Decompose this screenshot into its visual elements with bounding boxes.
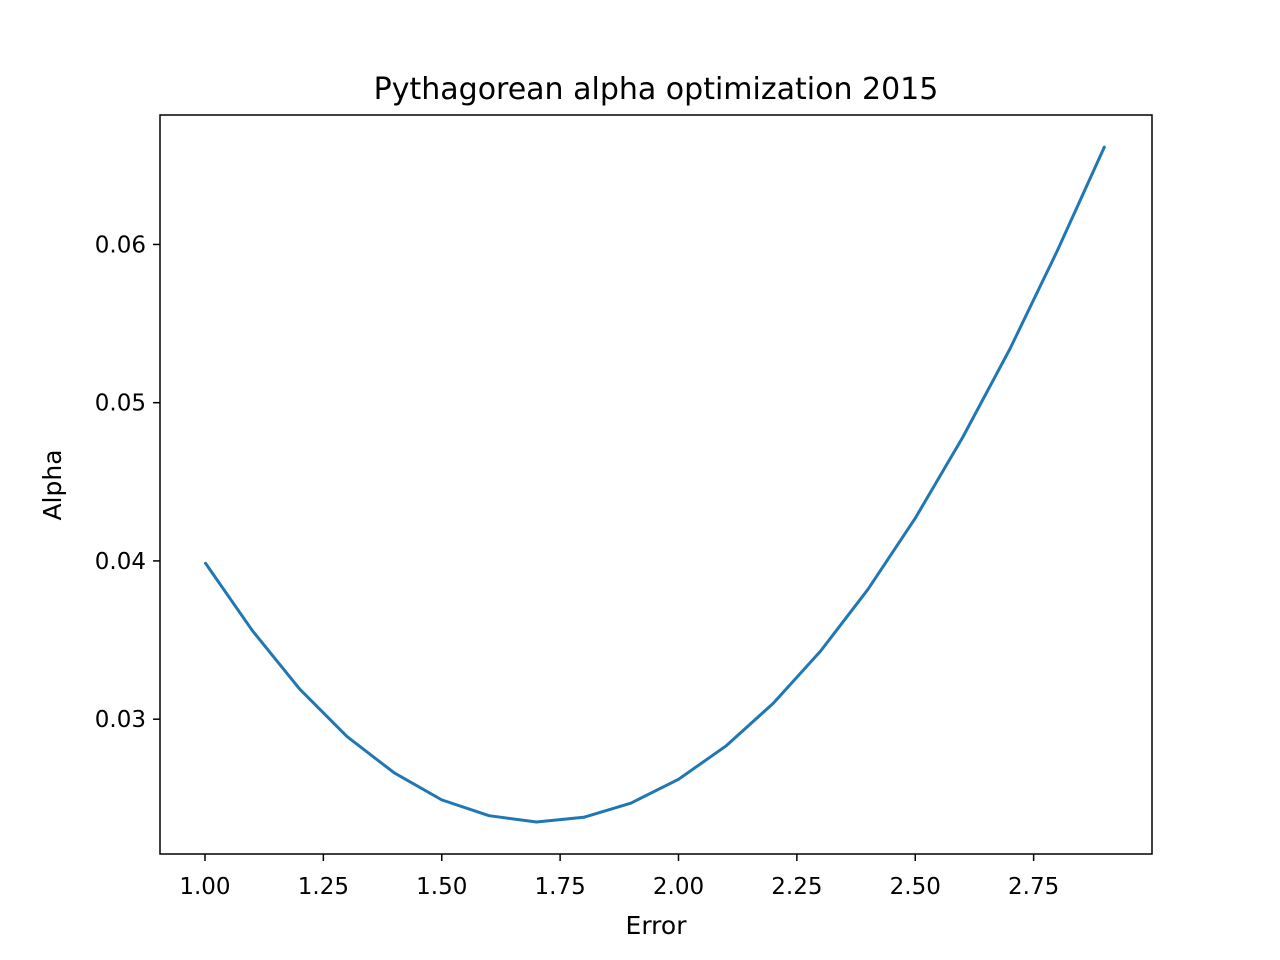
y-axis-label: Alpha <box>38 449 67 520</box>
series-line <box>203 145 1107 824</box>
x-axis: 1.00 1.25 1.50 1.75 2.00 2.25 2.50 2.75 <box>179 854 1059 900</box>
data-point <box>772 702 774 705</box>
data-point <box>677 778 680 781</box>
data-point <box>819 650 822 652</box>
data-point <box>914 517 917 520</box>
data-point <box>440 799 443 801</box>
data-point <box>251 629 254 632</box>
data-point <box>1103 145 1106 148</box>
x-tick-label: 1.50 <box>416 874 467 900</box>
data-point <box>346 735 348 738</box>
x-tick-label: 2.75 <box>1008 874 1059 900</box>
data-point <box>961 436 964 439</box>
x-tick-label: 1.75 <box>535 874 586 900</box>
x-tick-label: 1.00 <box>179 874 230 900</box>
x-tick-label: 2.00 <box>653 874 704 900</box>
data-point <box>488 814 490 817</box>
y-axis: 0.03 0.04 0.05 0.06 <box>95 232 160 733</box>
data-point <box>867 588 869 591</box>
x-tick-label: 2.25 <box>771 874 822 900</box>
y-tick-label: 0.05 <box>95 391 146 417</box>
data-point <box>725 745 727 747</box>
data-point <box>393 772 396 774</box>
data-point <box>298 688 301 690</box>
data-point <box>630 802 632 804</box>
plot-area <box>203 145 1107 824</box>
x-tick-label: 1.25 <box>298 874 349 900</box>
data-point <box>1009 348 1011 350</box>
x-tick-label: 2.50 <box>890 874 941 900</box>
chart-title: Pythagorean alpha optimization 2015 <box>374 72 939 107</box>
data-point <box>582 816 585 819</box>
y-tick-label: 0.03 <box>95 707 146 733</box>
data-point <box>204 561 206 564</box>
data-point <box>1056 249 1059 252</box>
data-point <box>535 821 538 823</box>
x-axis-label: Error <box>626 911 688 940</box>
y-tick-label: 0.04 <box>95 549 146 575</box>
y-tick-label: 0.06 <box>95 232 146 258</box>
axes-frame <box>159 114 1153 855</box>
